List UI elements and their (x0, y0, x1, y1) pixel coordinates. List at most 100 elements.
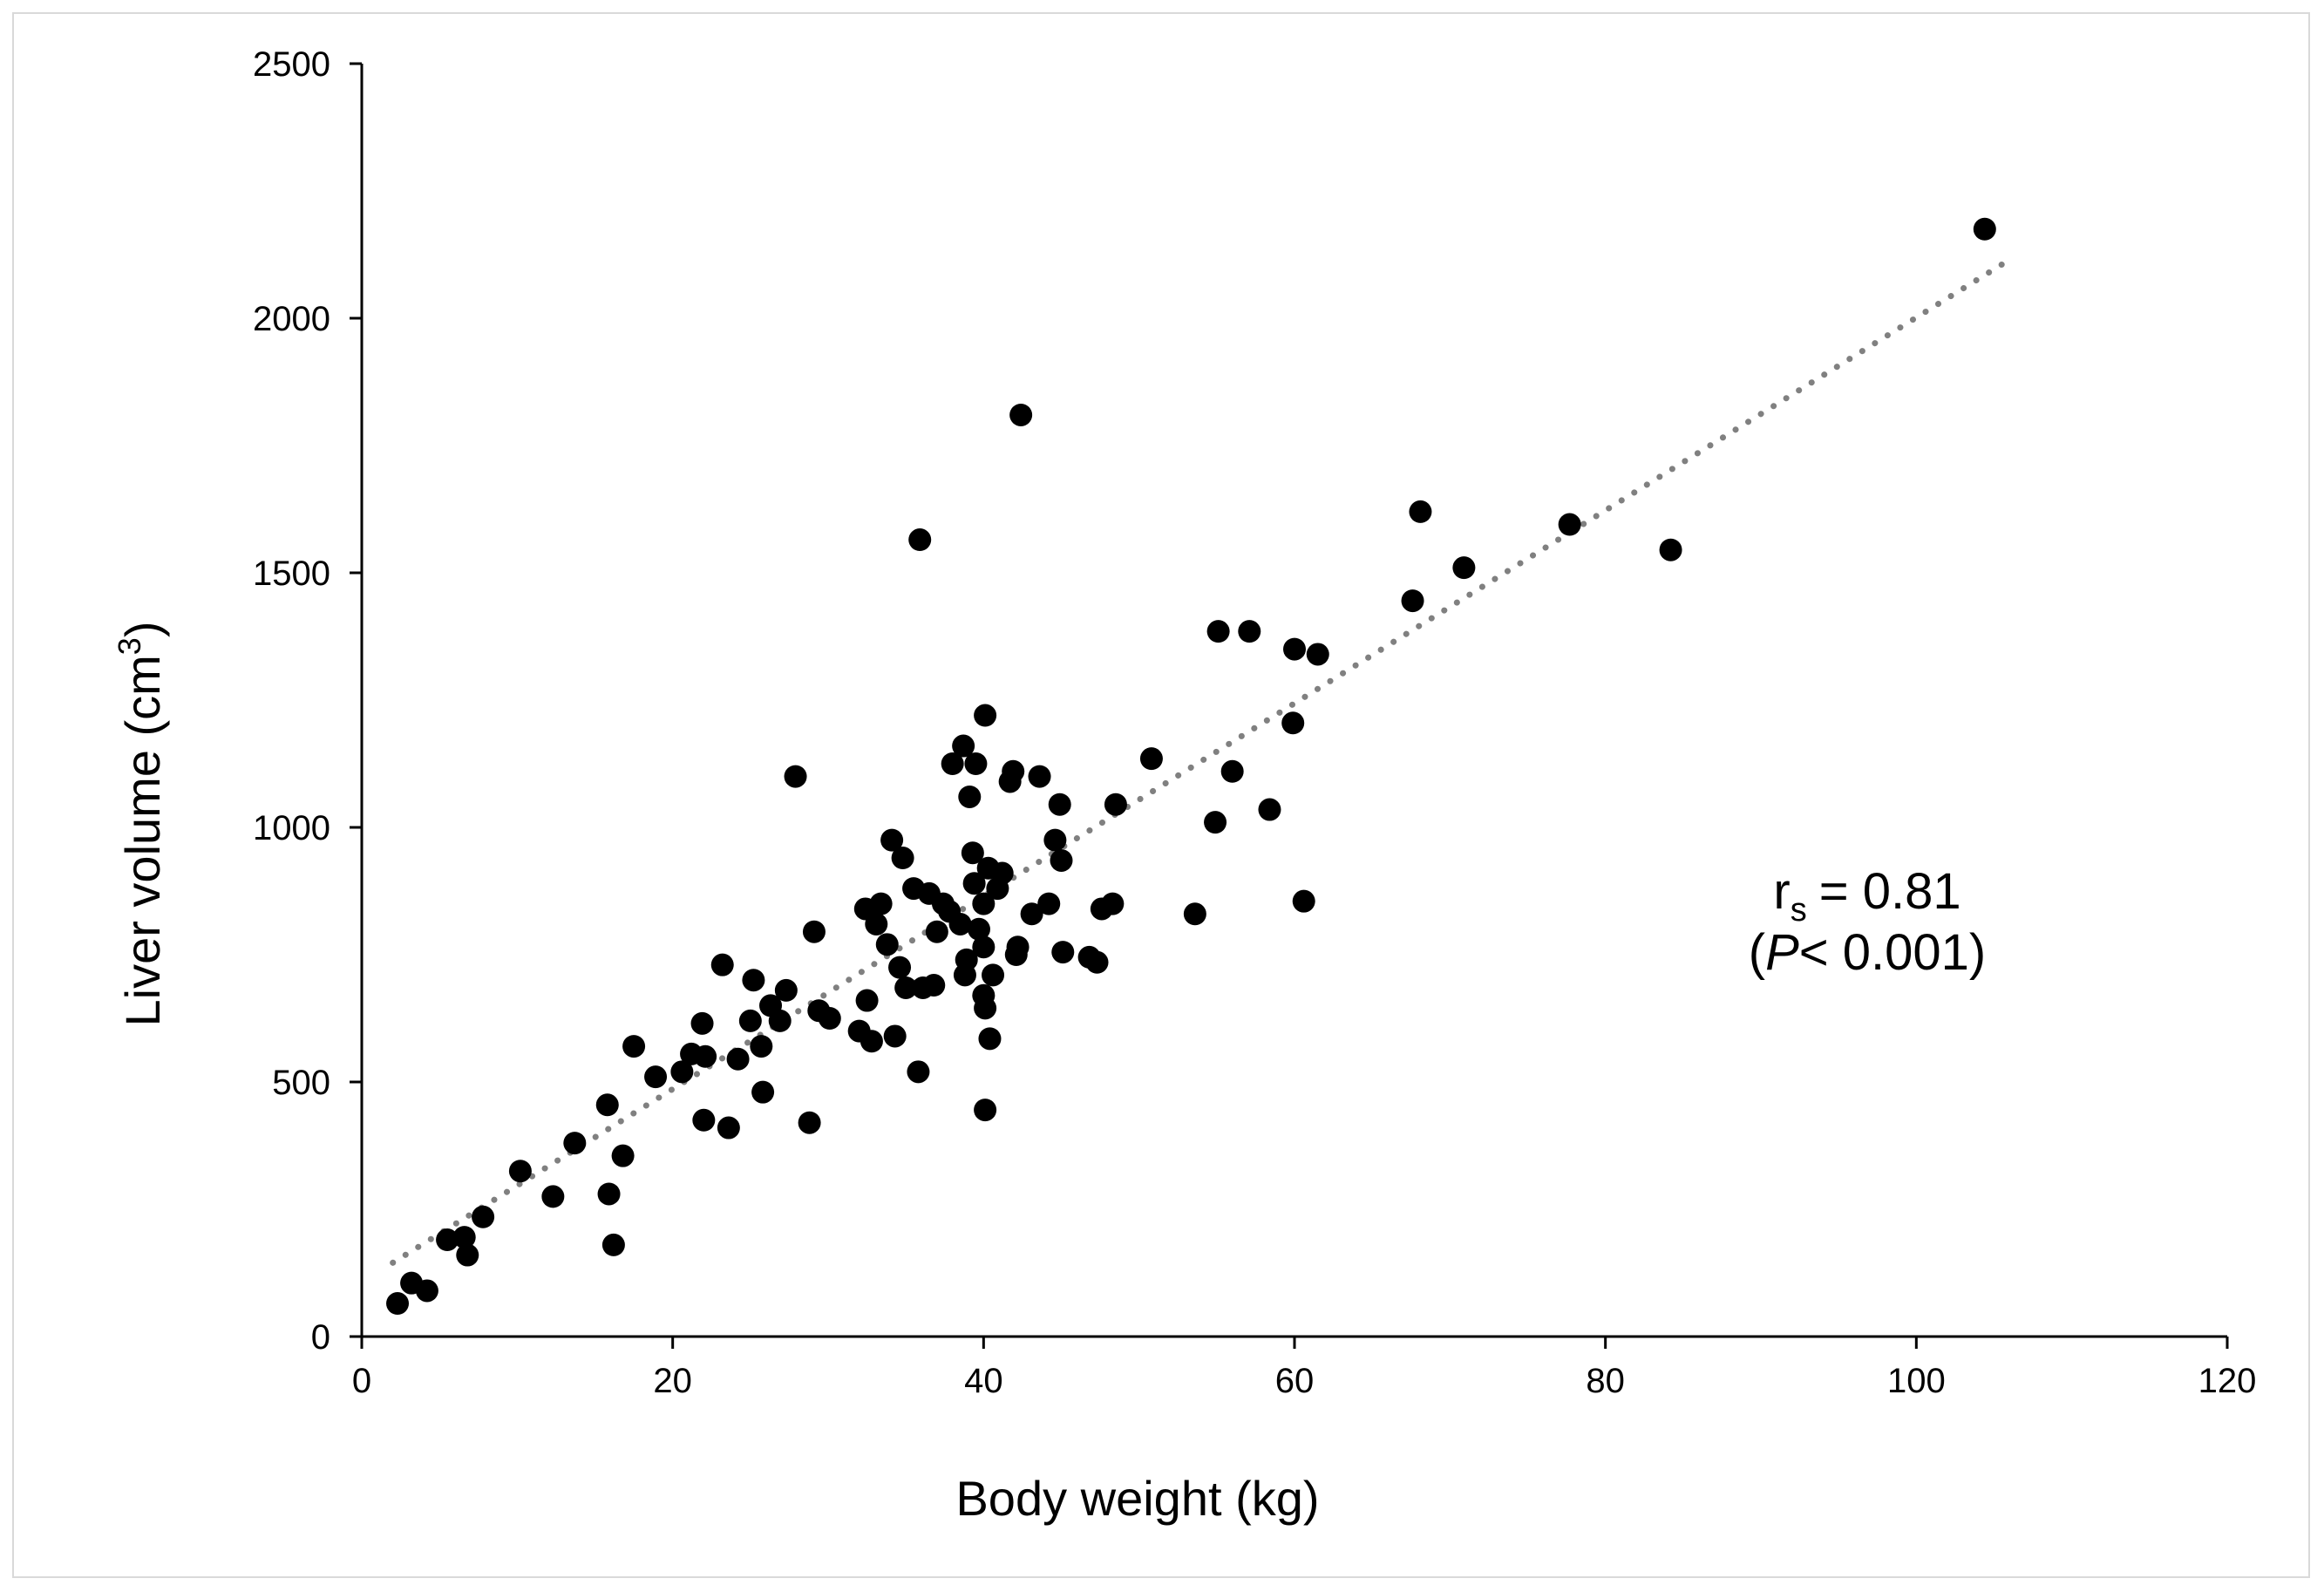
x-axis-title: Body weight (kg) (955, 1471, 1319, 1526)
data-point (958, 785, 982, 808)
correlation-symbol: r (1773, 863, 1790, 920)
data-point (922, 974, 946, 997)
data-point (891, 847, 914, 870)
data-point (860, 1030, 883, 1053)
data-point (456, 1243, 479, 1267)
data-point (508, 1160, 532, 1183)
data-point (694, 1044, 717, 1068)
data-point (1051, 941, 1075, 964)
data-point (888, 956, 912, 979)
p-value-label: (P< 0.001) (1749, 924, 1986, 981)
data-point (738, 1009, 762, 1032)
data-point (1206, 620, 1230, 643)
data-point (751, 1080, 775, 1104)
trendline-group (390, 256, 2013, 1266)
p-value-value: < 0.001) (1799, 924, 1986, 981)
data-point (952, 734, 975, 758)
data-point (1204, 811, 1227, 834)
data-point (967, 917, 990, 941)
data-point (1085, 950, 1109, 974)
data-point (1020, 902, 1043, 926)
data-point (1009, 403, 1033, 426)
data-point (1283, 637, 1306, 661)
data-point (925, 920, 948, 943)
data-point (784, 765, 807, 788)
y-tick-label: 0 (311, 1318, 330, 1357)
data-point (1258, 798, 1281, 821)
data-point (978, 1027, 1002, 1051)
y-axis-title: Liver volume (cm3) (112, 621, 170, 1026)
data-point (948, 912, 972, 935)
data-point (1558, 513, 1581, 536)
x-tick-label: 80 (1586, 1362, 1625, 1400)
data-point (717, 1116, 740, 1140)
data-point (1183, 902, 1206, 926)
data-point (726, 1047, 750, 1071)
data-point (962, 872, 986, 895)
data-point (1006, 935, 1029, 959)
y-axis-title-close: ) (115, 621, 170, 637)
data-point (855, 989, 879, 1012)
data-point (472, 1205, 495, 1228)
data-point (1002, 759, 1025, 783)
data-point (690, 1011, 714, 1035)
data-point (964, 752, 988, 775)
data-point (622, 1035, 646, 1058)
data-point (1048, 793, 1071, 816)
correlation-subscript: s (1791, 892, 1807, 929)
data-point (1306, 643, 1329, 666)
data-point (1401, 589, 1424, 613)
data-point (974, 704, 997, 727)
data-point (974, 997, 997, 1020)
data-point (597, 1182, 621, 1206)
data-point (611, 1144, 635, 1167)
y-tick-label: 2000 (253, 300, 330, 338)
data-point (982, 963, 1005, 987)
data-point (1292, 889, 1315, 913)
data-point (955, 948, 978, 971)
data-point (1452, 556, 1476, 580)
data-point (541, 1185, 565, 1208)
x-tick-label: 60 (1275, 1362, 1315, 1400)
y-axis: 0 500 1000 1500 2000 2500 (253, 45, 364, 1357)
figure-border (12, 12, 2310, 1578)
data-point (865, 912, 888, 935)
y-tick-label: 500 (272, 1064, 330, 1102)
data-point (1028, 765, 1051, 788)
data-point (1037, 892, 1061, 915)
data-point (880, 828, 904, 852)
data-point (941, 752, 964, 775)
y-axis-title-superscript: 3 (112, 637, 147, 655)
data-point (798, 1111, 821, 1134)
correlation-value: = 0.81 (1819, 863, 1961, 920)
data-point (415, 1279, 438, 1303)
trendline (390, 256, 2013, 1266)
data-point (452, 1226, 476, 1249)
data-point (1104, 793, 1127, 816)
data-point (818, 1007, 841, 1030)
data-point (972, 892, 996, 915)
x-axis: 0 20 40 60 80 100 120 (352, 1335, 2257, 1400)
data-point (894, 976, 918, 999)
data-point (1139, 747, 1163, 771)
data-point (1050, 848, 1073, 872)
data-point (1281, 711, 1305, 735)
data-point (436, 1228, 459, 1252)
data-point (386, 1292, 410, 1316)
data-point (563, 1132, 587, 1155)
data-point (1043, 828, 1067, 852)
y-tick-label: 2500 (253, 45, 330, 84)
data-point (883, 1024, 907, 1048)
data-point (595, 1093, 619, 1117)
data-point (802, 920, 826, 943)
y-tick-label: 1500 (253, 554, 330, 593)
p-value-symbol: P (1765, 924, 1799, 981)
p-value-open: ( (1749, 924, 1765, 981)
data-point (670, 1060, 694, 1084)
data-points (386, 217, 1996, 1316)
data-point (1659, 538, 1682, 561)
y-axis-title-text: Liver volume (cm (115, 655, 170, 1026)
x-tick-label: 40 (964, 1362, 1003, 1400)
x-tick-label: 120 (2198, 1362, 2257, 1400)
